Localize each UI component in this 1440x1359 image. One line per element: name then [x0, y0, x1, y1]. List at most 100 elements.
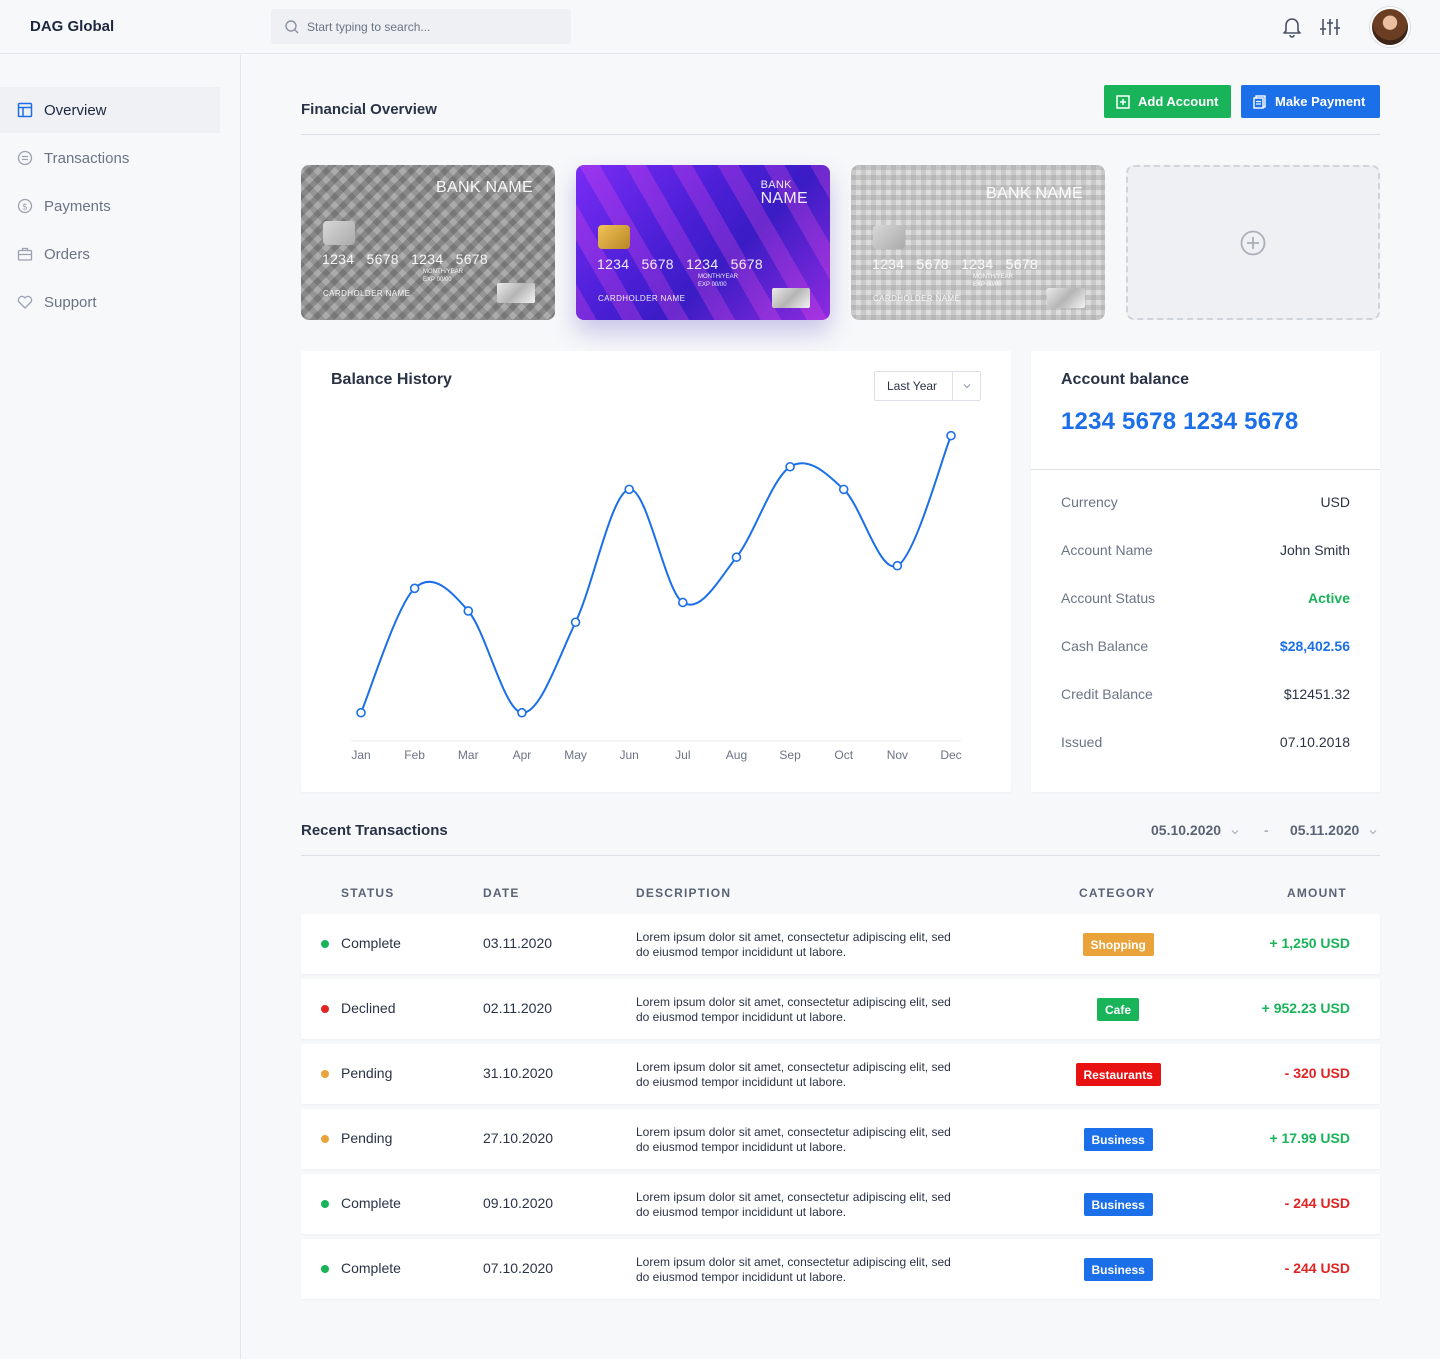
account-balance-title: Account balance	[1061, 371, 1190, 388]
bank-card-light[interactable]: BANK NAME 1234 5678 1234 5678 MONTH/YEAR…	[851, 165, 1105, 320]
sliders-icon[interactable]	[1320, 16, 1340, 38]
table-row[interactable]: Complete 09.10.2020 Lorem ipsum dolor sit …	[301, 1174, 1380, 1234]
transaction-amount: - 320 USD	[1284, 1065, 1350, 1081]
card-hologram	[497, 283, 535, 303]
status-text: Declined	[341, 1000, 396, 1016]
plus-square-icon	[1116, 94, 1130, 109]
status-text: Pending	[341, 1065, 393, 1081]
data-point-jun[interactable]	[624, 484, 634, 495]
table-row[interactable]: Pending 31.10.2020 Lorem ipsum dolor sit a…	[301, 1044, 1380, 1104]
card-expiry-label: MONTH/YEAR	[423, 269, 464, 275]
account-balance-panel	[1031, 351, 1380, 792]
transaction-amount: + 952.23 USD	[1261, 1000, 1350, 1016]
status-dot	[321, 1070, 329, 1078]
card-bank-name: BANK NAME	[760, 177, 808, 207]
transaction-description: Lorem ipsum dolor sit amet, consectetur …	[636, 1060, 976, 1090]
transactions-divider	[301, 855, 1380, 856]
balance-history-title: Balance History	[331, 371, 452, 388]
card-expiry-prefix: EXP	[973, 282, 985, 288]
card-expiry-prefix: EXP	[698, 282, 710, 288]
plus-circle-icon	[1240, 230, 1266, 255]
data-point-feb[interactable]	[409, 583, 420, 594]
transaction-description: Lorem ipsum dolor sit amet, consectetur …	[636, 930, 976, 960]
card-hologram	[772, 288, 810, 308]
account-field-value: $28,402.56	[1279, 638, 1350, 654]
make-payment-label: Make Payment	[1275, 94, 1366, 109]
make-payment-button[interactable]: Make Payment	[1241, 85, 1380, 118]
add-card-placeholder[interactable]	[1126, 165, 1380, 320]
account-field-value: 07.10.2018	[1279, 734, 1350, 750]
description-line: do eiusmod tempor incididunt ut labore.	[636, 1205, 847, 1219]
sidebar-item-payments[interactable]: $ Payments	[0, 183, 220, 229]
card-chip	[323, 221, 355, 245]
data-point-aug[interactable]	[731, 552, 742, 563]
search-input[interactable]	[307, 19, 557, 34]
category-badge: Shopping	[1082, 933, 1154, 956]
card-holder: CARDHOLDER NAME	[873, 294, 961, 303]
account-field-label: Issued	[1061, 734, 1103, 750]
table-row[interactable]: Pending 27.10.2020 Lorem ipsum dolor sit a…	[301, 1109, 1380, 1169]
column-header-amount[interactable]: AMOUNT	[1287, 886, 1347, 900]
x-tick-label: Aug	[726, 748, 747, 762]
description-line: Lorem ipsum dolor sit amet, consectetur …	[636, 995, 951, 1009]
status-dot	[321, 1005, 329, 1013]
data-point-oct[interactable]	[838, 484, 849, 495]
transaction-description: Lorem ipsum dolor sit amet, consectetur …	[636, 1190, 976, 1220]
range-select[interactable]: Last Year	[874, 371, 981, 401]
search-box[interactable]	[271, 9, 571, 44]
date-to-select[interactable]: 05.11.2020	[1290, 822, 1377, 838]
card-number: 1234 5678 1234 5678	[597, 256, 763, 272]
transaction-date: 07.10.2020	[483, 1260, 554, 1276]
currency-icon	[17, 150, 33, 166]
search-icon	[285, 19, 299, 33]
transaction-date: 02.11.2020	[483, 1000, 553, 1016]
sidebar-item-label: Orders	[44, 245, 90, 263]
transactions-title: Recent Transactions	[301, 822, 448, 839]
column-header-date[interactable]: DATE	[483, 886, 520, 900]
card-expiry: MONTH/YEAR EXP 00/00	[973, 273, 1013, 289]
bank-card-silver[interactable]: BANK NAME 1234 5678 1234 5678 MONTH/YEAR…	[301, 165, 555, 320]
card-bank-name: BANK NAME	[436, 179, 533, 196]
category-badge: Cafe	[1097, 998, 1140, 1021]
card-expiry-label: MONTH/YEAR	[973, 274, 1014, 280]
table-row[interactable]: Complete 03.11.2020 Lorem ipsum dolor sit …	[301, 914, 1380, 974]
transaction-description: Lorem ipsum dolor sit amet, consectetur …	[636, 995, 976, 1025]
data-point-nov[interactable]	[892, 560, 903, 571]
data-point-mar[interactable]	[463, 606, 474, 616]
add-account-button[interactable]: Add Account	[1104, 85, 1231, 118]
sidebar-item-overview[interactable]: Overview	[0, 87, 220, 133]
card-chip	[598, 225, 630, 249]
description-line: Lorem ipsum dolor sit amet, consectetur …	[636, 1255, 951, 1269]
balance-history-chart: Jan Feb Mar Apr May Jun Jul Aug Sep Oct Nov Dec	[351, 430, 962, 762]
brand-logo[interactable]: DAG Global	[30, 18, 115, 35]
header-divider	[301, 134, 1380, 135]
column-header-status[interactable]: STATUS	[341, 886, 395, 900]
data-point-may[interactable]	[570, 617, 581, 628]
status-dot	[321, 940, 329, 948]
data-point-sep[interactable]	[785, 461, 795, 472]
sidebar-item-transactions[interactable]: Transactions	[0, 135, 220, 181]
range-select-value: Last Year	[887, 379, 938, 393]
table-row[interactable]: Declined 02.11.2020 Lorem ipsum dolor sit …	[301, 979, 1380, 1039]
data-point-apr[interactable]	[517, 707, 527, 718]
account-field-value: $12451.32	[1283, 686, 1350, 702]
bank-card-purple[interactable]: BANK NAME 1234 5678 1234 5678 MONTH/YEAR…	[576, 165, 830, 320]
sidebar-item-support[interactable]: Support	[0, 279, 220, 325]
sidebar-item-label: Transactions	[44, 149, 130, 167]
sidebar: Overview Transactions $ Payments Orders …	[0, 55, 241, 1359]
bell-icon[interactable]	[1282, 16, 1302, 38]
date-from-select[interactable]: 05.10.2020	[1151, 822, 1239, 838]
top-icons	[1282, 16, 1340, 38]
table-row[interactable]: Complete 07.10.2020 Lorem ipsum dolor sit …	[301, 1239, 1380, 1299]
description-line: do eiusmod tempor incididunt ut labore.	[636, 945, 847, 959]
column-header-description[interactable]: DESCRIPTION	[636, 886, 732, 900]
data-point-jul[interactable]	[678, 597, 688, 608]
card-bank-line1: BANK	[760, 179, 792, 191]
sidebar-item-orders[interactable]: Orders	[0, 231, 220, 277]
data-point-dec[interactable]	[946, 430, 956, 441]
data-point-jan[interactable]	[356, 707, 366, 718]
status-text: Complete	[341, 1195, 401, 1211]
balance-history-panel	[301, 351, 1011, 792]
column-header-category[interactable]: CATEGORY	[1079, 886, 1156, 900]
user-avatar[interactable]	[1370, 7, 1410, 47]
